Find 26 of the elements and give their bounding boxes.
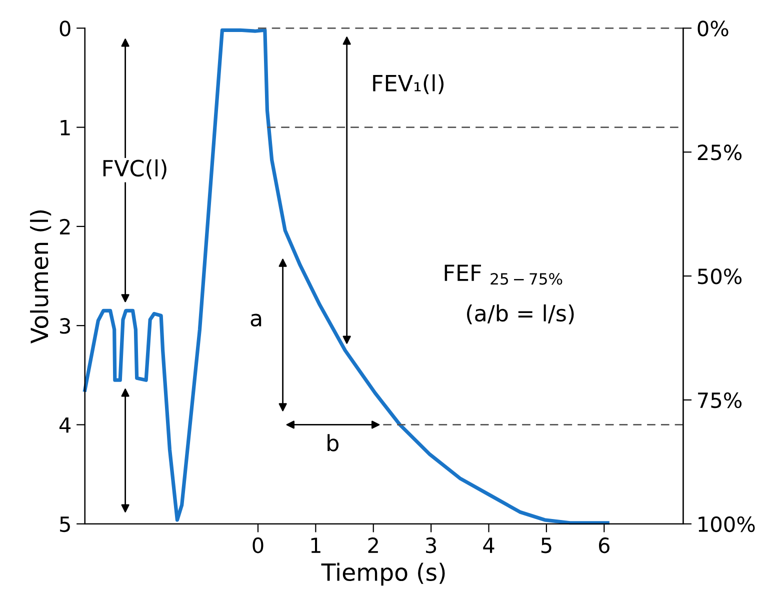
y2-tick-label: 50% xyxy=(698,268,742,284)
y-tick-label: 3 xyxy=(60,318,70,334)
annotation: a xyxy=(250,314,262,327)
y-tick-label: 1 xyxy=(60,120,70,136)
y2-tick-label: 100% xyxy=(698,516,755,532)
y2-tick-label: 0% xyxy=(698,20,728,36)
x-tick-label: 5 xyxy=(541,538,552,554)
x-tick-label: 4 xyxy=(483,538,494,553)
y-axis-title: Volumen (l) xyxy=(30,210,52,344)
x-axis-title: Tiempo (s) xyxy=(321,562,445,586)
y-tick-label: 0 xyxy=(60,20,70,36)
annotation: FEF $_{25−75%}$ xyxy=(444,264,562,285)
y2-tick-label: 75% xyxy=(698,392,742,408)
annotation: FEV₁(l) xyxy=(373,74,444,94)
annotation: (a/b = l/s) xyxy=(467,304,574,324)
x-tick-label: 2 xyxy=(368,537,378,553)
y-tick-label: 4 xyxy=(59,417,71,433)
x-tick-label: 0 xyxy=(252,537,264,554)
x-tick-label: 1 xyxy=(311,538,320,553)
y-tick-label: 5 xyxy=(60,516,70,532)
annotation: b xyxy=(328,434,338,452)
y-tick-label: 2 xyxy=(60,218,70,234)
x-tick-label: 6 xyxy=(598,537,610,554)
y2-tick-label: 25% xyxy=(698,144,742,160)
annotation: FVC(l) xyxy=(103,159,166,180)
x-tick-label: 3 xyxy=(426,537,436,554)
